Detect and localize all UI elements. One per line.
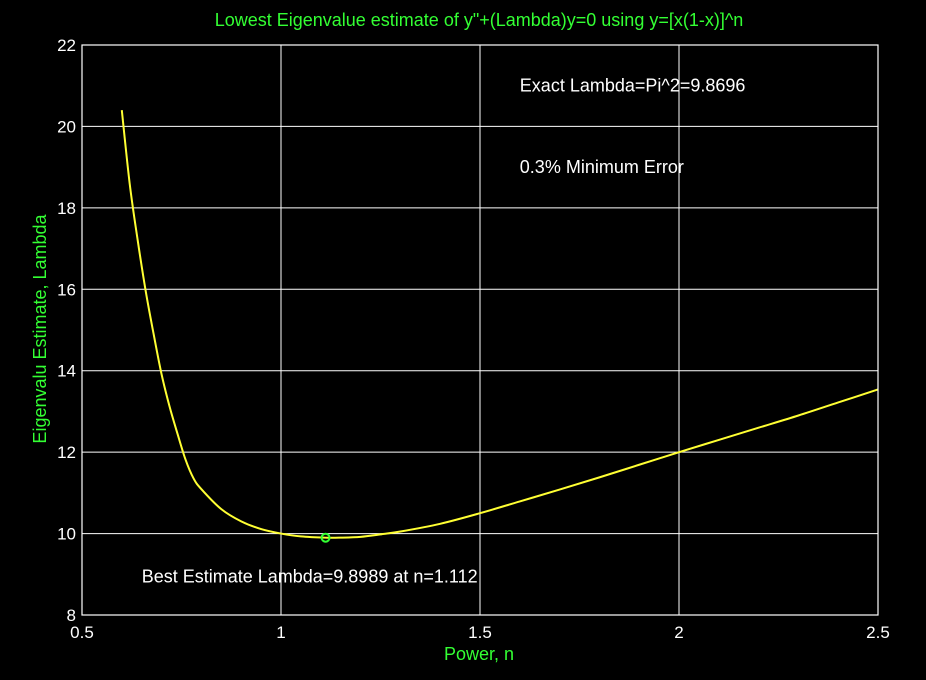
tick-labels: 0.5 1 1.5 2 2.5 8 10 12 14 16 18 20 22 <box>57 36 890 642</box>
y-tick-label: 8 <box>67 606 76 625</box>
axes <box>81 44 879 616</box>
minimum-marker <box>320 532 331 543</box>
y-tick-label: 16 <box>57 280 76 299</box>
annotation-text: Best Estimate Lambda=9.8989 at n=1.112 <box>142 566 478 586</box>
y-tick-label: 20 <box>57 117 76 136</box>
chart-title: Lowest Eigenvalue estimate of y"+(Lambda… <box>215 10 744 30</box>
annotation-text: 0.3% Minimum Error <box>520 157 684 177</box>
y-tick-label: 10 <box>57 525 76 544</box>
plot-frame <box>81 44 879 616</box>
y-tick-label: 22 <box>57 36 76 55</box>
x-tick-label: 0.5 <box>70 623 94 642</box>
y-tick-label: 14 <box>57 362 76 381</box>
y-axis-label: Eigenvalu Estimate, Lambda <box>30 213 50 443</box>
x-tick-label: 2 <box>674 623 683 642</box>
series-layer <box>120 110 879 543</box>
grid <box>81 44 879 616</box>
x-axis-label: Power, n <box>444 644 514 664</box>
x-tick-label: 1 <box>276 623 285 642</box>
annotations: Exact Lambda=Pi^2=9.8696 0.3% Minimum Err… <box>142 76 746 587</box>
x-tick-label: 2.5 <box>866 623 890 642</box>
x-tick-label: 1.5 <box>468 623 492 642</box>
series-line <box>120 110 879 539</box>
y-tick-label: 12 <box>57 443 76 462</box>
y-tick-label: 18 <box>57 199 76 218</box>
annotation-text: Exact Lambda=Pi^2=9.8696 <box>520 76 746 96</box>
